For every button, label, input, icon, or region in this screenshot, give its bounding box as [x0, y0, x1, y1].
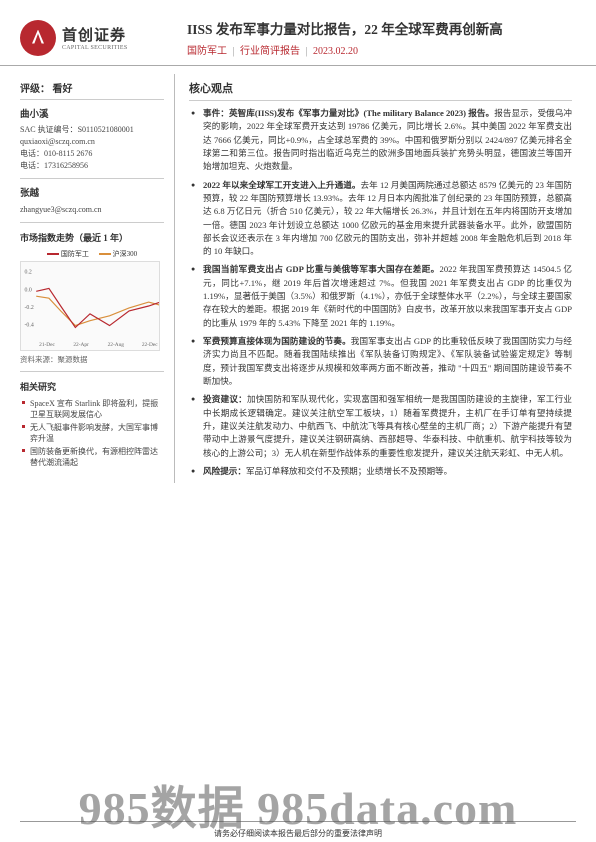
- analyst-sac: SAC 执证编号：S0110521080001: [20, 124, 164, 136]
- related-title: 相关研究: [20, 380, 164, 393]
- bullet-item: 风险提示：军品订单释放和交付不及预期；业绩增长不及预期等。: [189, 465, 572, 478]
- chart-title: 市场指数走势（最近 1 年）: [20, 231, 164, 244]
- svg-text:-0.2: -0.2: [24, 304, 33, 310]
- title-block: IISS 发布军事力量对比报告，22 年全球军费再创新高 国防军工 | 行业简评…: [175, 18, 576, 57]
- analyst-tel: 电话：010-8115 2676: [20, 148, 164, 160]
- analyst-phone: 电话：17316258956: [20, 160, 164, 172]
- svg-text:22-Apr: 22-Apr: [73, 342, 89, 348]
- report-date: 2023.02.20: [313, 46, 358, 57]
- bullet-item: 事件：英智库(IISS)发布《军事力量对比》(The military Bala…: [189, 107, 572, 174]
- related-item: SpaceX 宣布 Starlink 即将盈利，提振卫星互联网发展信心: [20, 397, 164, 421]
- logo-cn: 首创证券: [62, 24, 128, 45]
- bullet-item: 2022 年以来全球军工开支进入上升通道。去年 12 月美国两院通过总额达 85…: [189, 179, 572, 259]
- rating-value: 看好: [53, 84, 73, 95]
- chart-section: 市场指数走势（最近 1 年） 国防军工 沪深300 0.2 0.0 -0.2 -0.4…: [20, 223, 164, 372]
- main-content: 核心观点 事件：英智库(IISS)发布《军事力量对比》(The military…: [175, 74, 576, 483]
- chart-legend: 国防军工 沪深300: [20, 247, 164, 261]
- related-item: 国防装备更新换代，有源相控阵雷达替代潮流涌起: [20, 445, 164, 469]
- rating-label: 评级：: [20, 84, 50, 95]
- analyst-email: zhangyue3@sczq.com.cn: [20, 204, 164, 216]
- analyst-1: 曲小溪 SAC 执证编号：S0110521080001 quxiaoxi@scz…: [20, 100, 164, 179]
- rating-row: 评级： 看好: [20, 74, 164, 100]
- subtitle: 国防军工 | 行业简评报告 | 2023.02.20: [187, 42, 576, 57]
- analyst-name: 张越: [20, 187, 164, 201]
- bullet-item: 投资建议：加快国防和军队现代化，实现富国和强军相统一是我国国防建设的主旋律，军工…: [189, 393, 572, 460]
- related-research: 相关研究 SpaceX 宣布 Starlink 即将盈利，提振卫星互联网发展信心…: [20, 372, 164, 478]
- core-views-title: 核心观点: [189, 74, 572, 101]
- bullet-item: 我国当前军费支出占 GDP 比重与美俄等军事大国存在差距。2022 年我国军费预…: [189, 263, 572, 330]
- main-title: IISS 发布军事力量对比报告，22 年全球军费再创新高: [187, 18, 576, 38]
- svg-text:22-Dec: 22-Dec: [142, 342, 158, 348]
- company-logo-icon: [20, 20, 56, 56]
- svg-text:21-Dec: 21-Dec: [39, 342, 55, 348]
- sidebar: 评级： 看好 曲小溪 SAC 执证编号：S0110521080001 quxia…: [20, 74, 175, 483]
- sector: 国防军工: [187, 46, 227, 57]
- related-item: 无人飞艇事件影响发酵，大国军事博弈升温: [20, 421, 164, 445]
- index-chart: 0.2 0.0 -0.2 -0.4 21-Dec 22-Apr 22-Aug 22-Dec: [20, 261, 160, 351]
- svg-text:0.2: 0.2: [24, 269, 31, 275]
- core-bullets: 事件：英智库(IISS)发布《军事力量对比》(The military Bala…: [189, 107, 572, 478]
- logo-block: 首创证券 CAPITAL SECURITIES: [20, 18, 175, 57]
- analyst-email: quxiaoxi@sczq.com.cn: [20, 136, 164, 148]
- report-header: 首创证券 CAPITAL SECURITIES IISS 发布军事力量对比报告，…: [0, 0, 596, 66]
- footer-disclaimer: 请务必仔细阅读本报告最后部分的重要法律声明: [20, 821, 576, 842]
- analyst-2: 张越 zhangyue3@sczq.com.cn: [20, 179, 164, 222]
- report-type: 行业简评报告: [240, 46, 300, 57]
- svg-text:22-Aug: 22-Aug: [108, 342, 125, 348]
- analyst-name: 曲小溪: [20, 108, 164, 122]
- svg-text:-0.4: -0.4: [24, 322, 33, 328]
- bullet-item: 军费预算直接体现为国防建设的节奏。我国军事支出占 GDP 的比重较低反映了我国国…: [189, 335, 572, 388]
- svg-text:0.0: 0.0: [24, 287, 31, 293]
- logo-en: CAPITAL SECURITIES: [62, 45, 128, 51]
- chart-source: 资料来源：聚源数据: [20, 354, 164, 365]
